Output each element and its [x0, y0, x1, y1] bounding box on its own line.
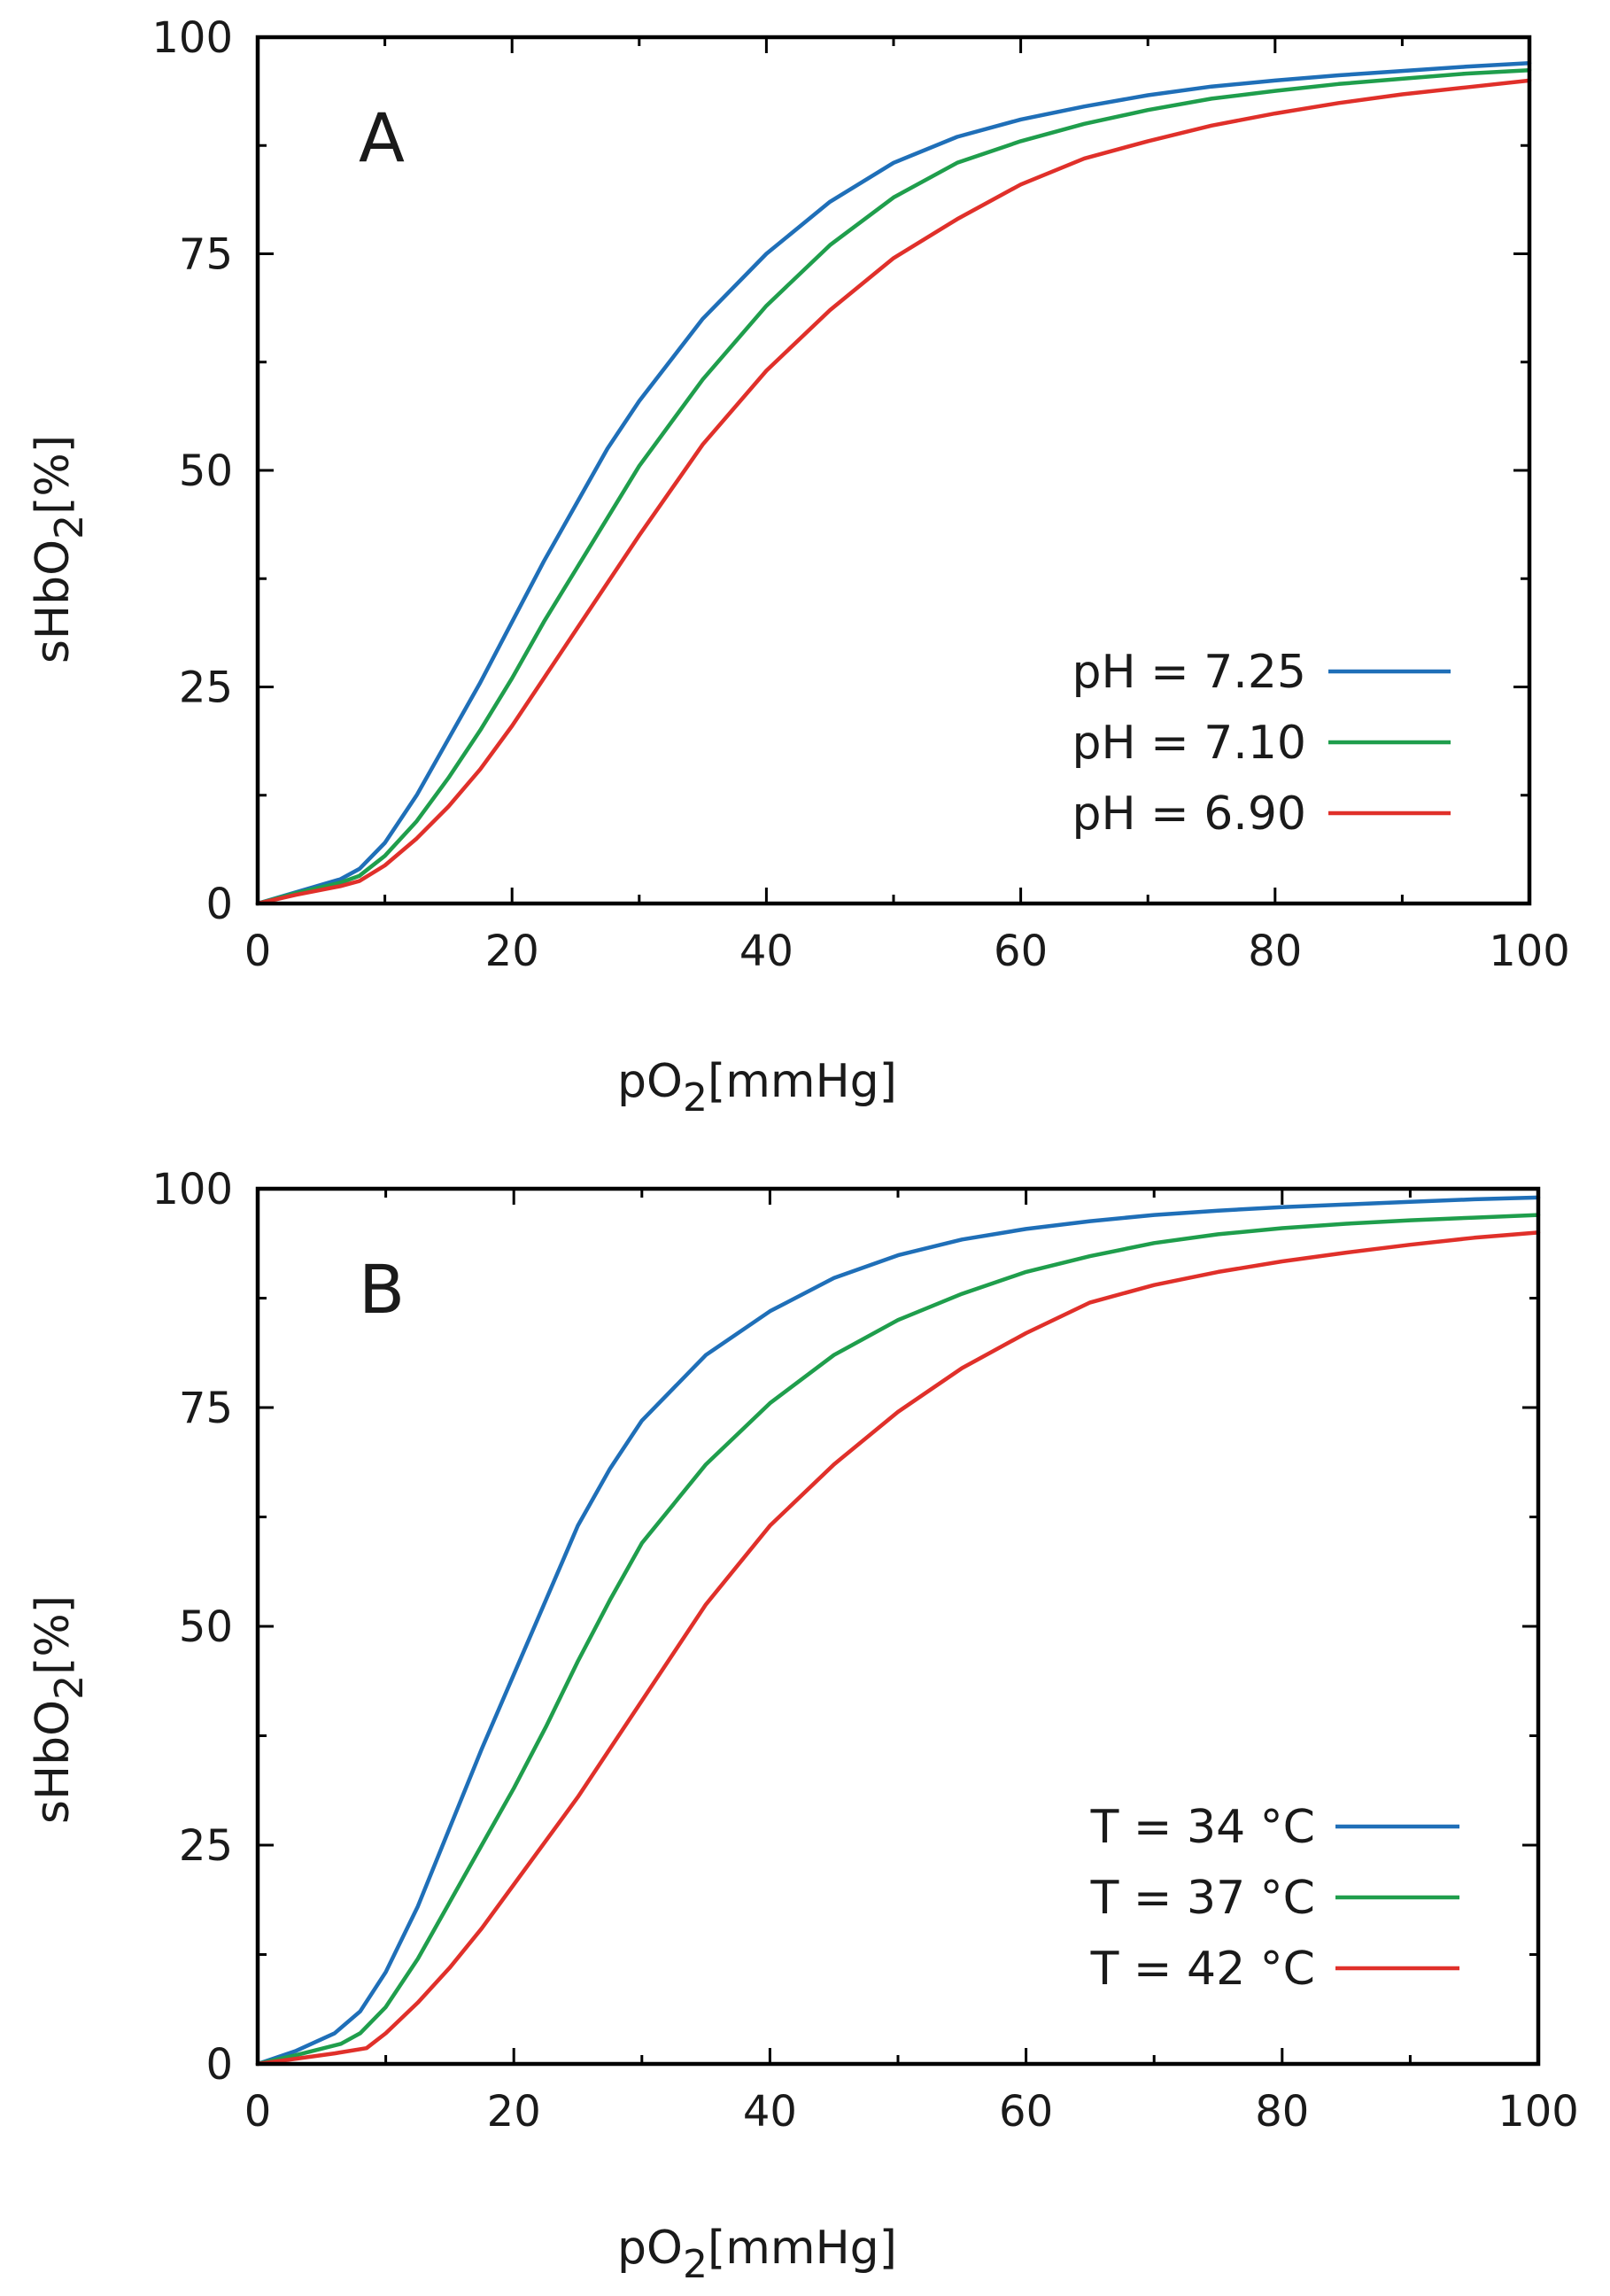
panel-b-y-axis-label: sHbO2[%]: [27, 1595, 92, 1824]
panel-a-x-tick-label: 100: [1489, 927, 1570, 976]
panel-a-legend-label-3: pH = 6.90: [1072, 787, 1306, 841]
panel-b-y-tick-label: 50: [179, 1602, 233, 1652]
panel-b-letter: B: [359, 1250, 405, 1329]
panel-a-x-tick-label: 0: [244, 927, 272, 976]
panel-a-letter: A: [359, 98, 405, 177]
panel-a-y-tick-label: 50: [179, 446, 233, 496]
panel-b-series-line-1: [255, 1195, 1541, 2067]
panel-a-y-axis-label: sHbO2[%]: [27, 435, 92, 663]
panel-b-series-line-3: [255, 1230, 1541, 2067]
panel-a: 0 20 40 60 80 100 0 25 50 75 100 pH = 7.25 pH = 7.10…: [27, 13, 1570, 1121]
panel-b-plot: 0 20 40 60 80 100 0 25 50 75 100 T = 34 °C T = 37 °C…: [151, 1165, 1578, 2137]
panel-b-legend-label-2: T = 37 °C: [1090, 1872, 1315, 1925]
panel-b-x-tick-label: 100: [1498, 2087, 1579, 2137]
panel-b-y-tick-label: 75: [179, 1384, 233, 1433]
panel-b: 0 20 40 60 80 100 0 25 50 75 100 T = 34 °C T = 37 °C…: [27, 1165, 1579, 2287]
panel-a-legend-label-2: pH = 7.10: [1072, 717, 1306, 770]
panel-b-series-line-2: [255, 1213, 1541, 2067]
panel-b-x-tick-label: 20: [487, 2087, 541, 2137]
panel-a-y-tick-label: 25: [179, 663, 233, 713]
panel-a-plot: 0 20 40 60 80 100 0 25 50 75 100 pH = 7.25 pH = 7.10…: [151, 13, 1569, 976]
panel-a-x-tick-label: 80: [1248, 927, 1302, 976]
panel-a-x-tick-label: 20: [485, 927, 539, 976]
panel-a-series-line-1: [255, 61, 1532, 906]
panel-a-x-tick-label: 60: [994, 927, 1048, 976]
panel-a-y-tick-label: 75: [179, 230, 233, 280]
panel-a-legend-label-1: pH = 7.25: [1072, 646, 1306, 699]
panel-b-y-tick-label: 100: [151, 1165, 233, 1214]
panel-a-plot-frame: [255, 35, 1532, 906]
panel-b-x-tick-label: 0: [244, 2087, 272, 2137]
panel-a-x-tick-label: 40: [739, 927, 793, 976]
panel-b-x-tick-label: 60: [999, 2087, 1053, 2137]
panel-b-legend-label-1: T = 34 °C: [1090, 1801, 1315, 1854]
panel-b-y-tick-label: 0: [205, 2040, 233, 2090]
panel-a-x-axis-label: pO2[mmHg]: [617, 1055, 897, 1121]
panel-a-y-tick-label: 0: [205, 880, 233, 929]
panel-b-x-tick-label: 80: [1255, 2087, 1309, 2137]
panel-b-x-tick-label: 40: [743, 2087, 797, 2137]
panel-b-x-axis-label: pO2[mmHg]: [617, 2222, 897, 2287]
panel-a-series-line-2: [255, 67, 1532, 906]
panel-a-y-tick-label: 100: [151, 13, 233, 63]
panel-b-y-tick-label: 25: [179, 1821, 233, 1871]
panel-a-series-line-3: [255, 78, 1532, 906]
panel-b-legend-label-3: T = 42 °C: [1090, 1943, 1315, 1996]
